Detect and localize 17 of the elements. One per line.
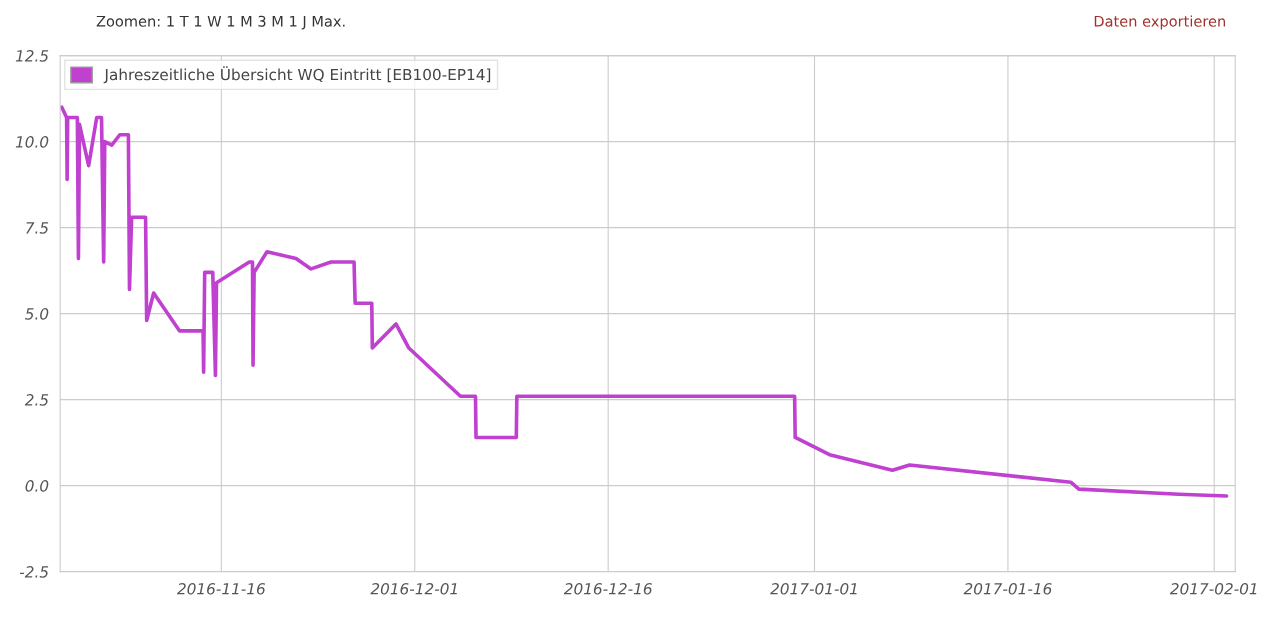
x-tick-label: 2017-01-01 [770,583,857,595]
x-tick-label: 2016-12-01 [370,583,457,595]
y-tick-label: 12.5 [15,50,49,62]
x-tick-label: 2016-11-16 [177,583,266,595]
legend-label: Jahreszeitliche Übersicht WQ Eintritt [EB100-EP14] [103,66,491,84]
text: Zoomen: 1 T 1 W 1 M 3 M 1 J Max. [96,15,345,30]
y-tick-label: 0.0 [25,480,49,492]
y-tick-label: 5.0 [25,308,49,320]
x-tick-label: 2016-12-16 [563,583,652,595]
x-tick-label: 2017-02-01 [1169,583,1257,595]
y-tick-label: 2.5 [24,394,49,406]
line-series [60,105,1229,498]
text: Daten exportieren [1094,15,1225,30]
y-tick-label: 7.5 [26,222,49,234]
y-tick-label: -2.5 [19,566,49,578]
y-tick-label: 10.0 [15,136,49,148]
x-tick-label: 2017-01-16 [963,583,1052,595]
